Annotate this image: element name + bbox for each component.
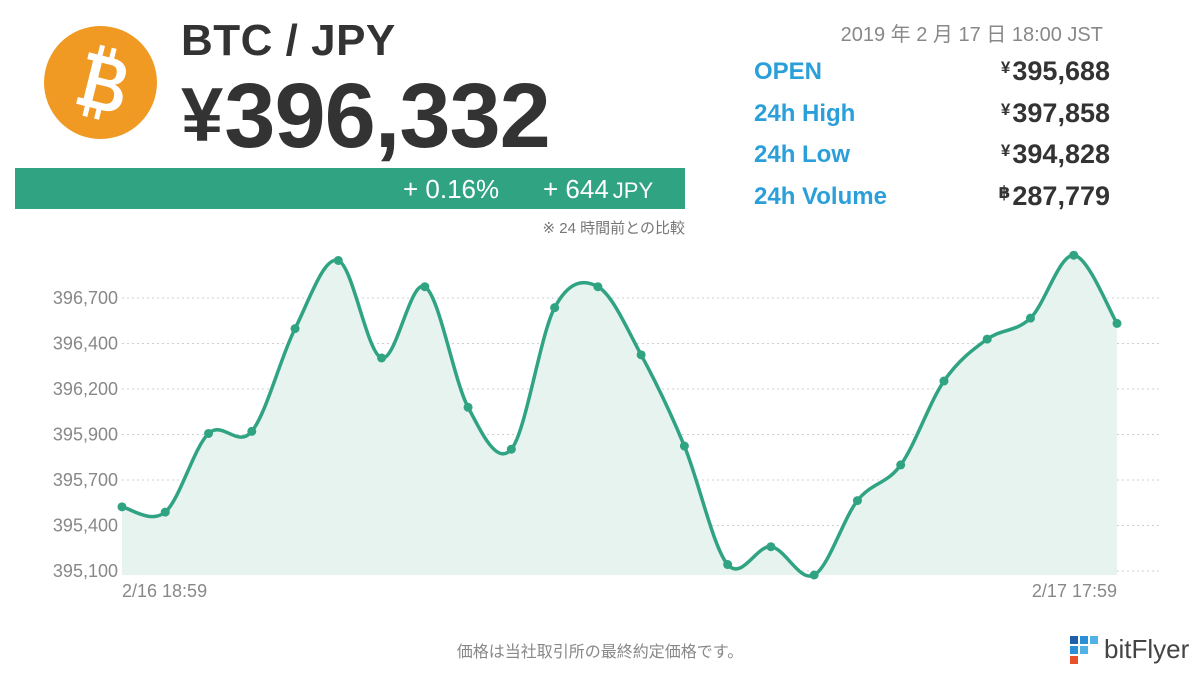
stat-currency: ¥ (1000, 99, 1011, 119)
data-point (809, 570, 819, 580)
footer-note: 価格は当社取引所の最終約定価格です。 (456, 644, 744, 661)
data-point (723, 560, 733, 570)
data-point (679, 441, 689, 451)
stat-24h-volume: 24h Volume ฿287,779 (754, 181, 1110, 223)
stat-label: 24h High (754, 99, 856, 127)
data-point (939, 376, 949, 386)
stat-label: OPEN (754, 58, 823, 85)
y-tick-label: 395,900 (53, 425, 118, 445)
bitcoin-logo-icon (44, 26, 157, 139)
data-point (420, 282, 430, 292)
data-point (117, 502, 127, 512)
data-point (1112, 318, 1122, 328)
change-note: ※ 24 時間前との比較 (542, 220, 685, 237)
stat-24h-low: 24h Low ¥394,828 (754, 139, 1110, 181)
data-point (1069, 250, 1079, 260)
data-point (636, 350, 646, 360)
stat-currency: ¥ (1000, 141, 1011, 160)
y-tick-label: 396,200 (53, 379, 118, 399)
data-point (1025, 313, 1035, 323)
stat-number: 394,828 (1012, 139, 1110, 169)
current-price: ¥396,332 (181, 65, 551, 167)
bitflyer-logo-icon (1070, 636, 1098, 664)
data-point (896, 460, 906, 470)
y-tick-label: 395,400 (53, 516, 118, 536)
stat-currency: ฿ (998, 182, 1011, 202)
data-point (550, 303, 560, 313)
stat-open: OPEN ¥395,688 (754, 56, 1110, 98)
stat-label: 24h Low (754, 141, 851, 168)
data-point (204, 428, 214, 438)
stats-panel: OPEN ¥395,688 24h High ¥397,858 24h Low … (754, 56, 1110, 222)
data-point (982, 334, 992, 344)
pair-title: BTC / JPY (181, 16, 396, 65)
stat-currency: ¥ (1000, 58, 1011, 77)
data-point (506, 444, 516, 454)
change-unit: JPY (612, 178, 654, 203)
y-tick-label: 395,100 (53, 561, 118, 581)
data-point (593, 282, 603, 292)
brand-name: bitFlyer (1104, 634, 1190, 664)
stat-24h-high: 24h High ¥397,858 (754, 98, 1110, 140)
x-start-label: 2/16 18:59 (122, 581, 207, 601)
data-point (766, 542, 776, 552)
change-amount-value: + 644 (543, 174, 609, 204)
stat-number: 395,688 (1012, 56, 1110, 86)
timestamp: 2019 年 2 月 17 日 18:00 JST (840, 24, 1103, 46)
stat-value: ¥394,828 (1001, 139, 1110, 170)
y-tick-label: 395,700 (53, 470, 118, 490)
data-point (290, 324, 300, 334)
data-point (247, 426, 257, 436)
price-chart: 396,700 396,400 396,200 395,900 395,700 395,4… (53, 250, 1160, 601)
stat-label: 24h Volume (754, 182, 887, 210)
change-amount: + 644 JPY (543, 174, 653, 205)
area-fill (122, 255, 1117, 577)
stat-number: 287,779 (1012, 180, 1110, 211)
x-end-label: 2/17 17:59 (1032, 581, 1117, 601)
change-percent: + 0.16% (403, 174, 500, 204)
y-tick-label: 396,700 (53, 288, 118, 308)
stat-value: ¥395,688 (1001, 56, 1110, 87)
data-point (333, 255, 343, 265)
stat-value: ¥397,858 (1001, 98, 1110, 129)
change-bar: + 0.16% + 644 JPY (15, 168, 685, 209)
data-point (160, 507, 170, 517)
price-value: 396,332 (224, 65, 551, 167)
price-currency-symbol: ¥ (181, 73, 223, 158)
data-point (463, 402, 473, 412)
y-tick-label: 396,400 (53, 334, 118, 354)
data-point (377, 353, 387, 363)
stat-number: 397,858 (1012, 97, 1110, 128)
data-point (852, 496, 862, 506)
stat-value: ฿287,779 (999, 181, 1110, 212)
